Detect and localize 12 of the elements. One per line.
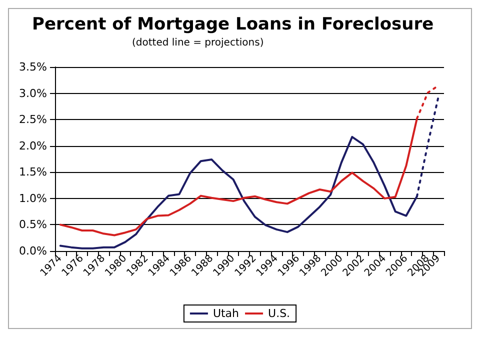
chart-subtitle: (dotted line = projections) (132, 38, 264, 48)
y-tick-label: 1.0% (19, 192, 47, 205)
legend-label: Utah (212, 307, 240, 320)
chart-title: Percent of Mortgage Loans in Foreclosure (32, 14, 434, 34)
y-tick-label: 3.5% (19, 60, 47, 74)
y-tick-label: 2.5% (19, 113, 47, 126)
y-tick-label: 3.0% (19, 86, 47, 100)
legend-label: U.S. (268, 307, 290, 320)
y-tick-label: 2.0% (19, 139, 47, 152)
y-tick-label: 0.5% (19, 218, 47, 232)
y-tick-label: 1.5% (19, 166, 47, 179)
y-tick-label: 0.0% (19, 244, 47, 258)
